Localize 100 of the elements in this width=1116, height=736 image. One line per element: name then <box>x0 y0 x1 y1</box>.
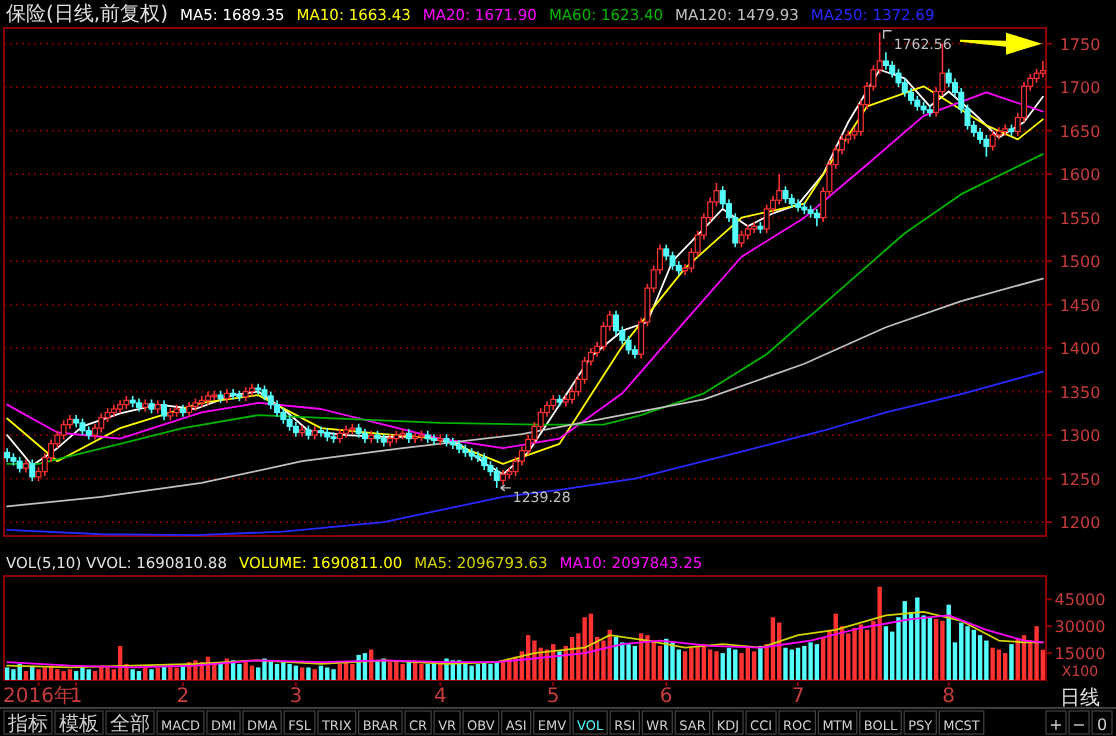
bar <box>864 629 870 680</box>
bar <box>877 586 882 680</box>
bar <box>1034 626 1039 680</box>
candlestick <box>901 77 908 98</box>
bar <box>657 645 663 680</box>
y-tick-label: 15000 <box>1054 645 1106 664</box>
bar <box>11 669 16 680</box>
y-tick-label: 1750 <box>1059 35 1101 54</box>
x-tick-label: 7 <box>791 686 805 708</box>
candlestick <box>161 399 168 422</box>
bar <box>387 662 393 680</box>
bar <box>80 667 85 680</box>
bar <box>23 671 29 680</box>
bar <box>582 617 587 680</box>
y-tick-label: 45000 <box>1054 591 1106 610</box>
bar <box>262 658 267 680</box>
bar <box>689 647 694 680</box>
y-tick-label: 1600 <box>1059 166 1101 185</box>
bar <box>883 626 889 680</box>
y-tick-label: 1550 <box>1059 209 1101 228</box>
bar <box>92 671 98 680</box>
line-series <box>6 370 1044 537</box>
bar <box>927 617 933 680</box>
y-tick-label: 1250 <box>1059 470 1101 489</box>
y-tick-label: 1500 <box>1059 253 1101 272</box>
bar <box>331 669 336 680</box>
bar <box>325 667 330 680</box>
candlestick <box>669 250 676 271</box>
bar <box>645 635 650 680</box>
bar <box>984 640 989 680</box>
bar <box>4 667 10 680</box>
bar <box>1003 653 1008 680</box>
text: + <box>1049 716 1063 734</box>
bar <box>802 645 807 680</box>
bar <box>977 635 983 680</box>
line-series <box>6 153 1044 465</box>
x-tick-label: 5 <box>546 686 560 708</box>
x-tick-label: 8 <box>942 686 956 708</box>
bar <box>350 663 355 680</box>
bar <box>419 663 424 680</box>
text: 全部 <box>110 712 150 736</box>
bar <box>281 662 286 680</box>
bar <box>940 620 945 680</box>
y-tick-label: 1650 <box>1059 122 1101 141</box>
bar <box>733 649 738 680</box>
bar <box>55 669 60 680</box>
bar <box>488 663 493 680</box>
bar <box>852 628 857 680</box>
text: − <box>1072 716 1086 734</box>
bar <box>73 671 79 680</box>
x-tick-label: 2 <box>176 686 190 708</box>
bar <box>274 663 280 680</box>
bar <box>745 647 751 680</box>
bar <box>105 667 110 680</box>
bar <box>720 653 725 680</box>
candlestick <box>437 433 444 446</box>
bar <box>682 651 688 680</box>
bar <box>965 626 970 680</box>
chart-title: 保险(日线,前复权) <box>6 2 169 26</box>
candlestick <box>776 173 783 206</box>
bar <box>36 669 41 680</box>
bar <box>67 669 73 680</box>
y-tick-label: 1400 <box>1059 340 1101 359</box>
bar <box>475 663 481 680</box>
candlestick <box>412 431 419 444</box>
bar <box>846 633 851 680</box>
bar <box>469 665 474 680</box>
bar <box>375 660 380 680</box>
candlestick <box>1039 60 1046 79</box>
bar <box>751 651 757 680</box>
bar <box>237 663 242 680</box>
bar <box>670 642 675 680</box>
bar <box>532 640 537 680</box>
bar <box>312 669 317 680</box>
x-tick-label: 1 <box>69 686 83 708</box>
bar <box>676 649 681 680</box>
text: 指标 <box>6 712 48 736</box>
bar <box>557 651 562 680</box>
candlestick <box>763 203 770 235</box>
x-tick-label: 2016年 <box>3 684 74 708</box>
bar <box>726 647 732 680</box>
bar <box>695 645 700 680</box>
y-tick-label: 1450 <box>1059 296 1101 315</box>
bar <box>758 645 763 680</box>
bar <box>990 647 995 680</box>
bar <box>707 649 713 680</box>
y-tick-label: 1700 <box>1059 79 1101 98</box>
bar <box>959 622 964 680</box>
candlestick <box>983 134 990 158</box>
bar <box>714 651 719 680</box>
bar <box>306 667 311 680</box>
bar <box>337 663 343 680</box>
text: 0 <box>1096 716 1108 734</box>
bar <box>86 669 91 680</box>
candlestick <box>60 419 67 441</box>
bar <box>996 649 1002 680</box>
x-tick-label: 4 <box>433 686 447 708</box>
bar <box>651 640 656 680</box>
bar <box>425 663 430 680</box>
candlestick <box>317 425 324 438</box>
